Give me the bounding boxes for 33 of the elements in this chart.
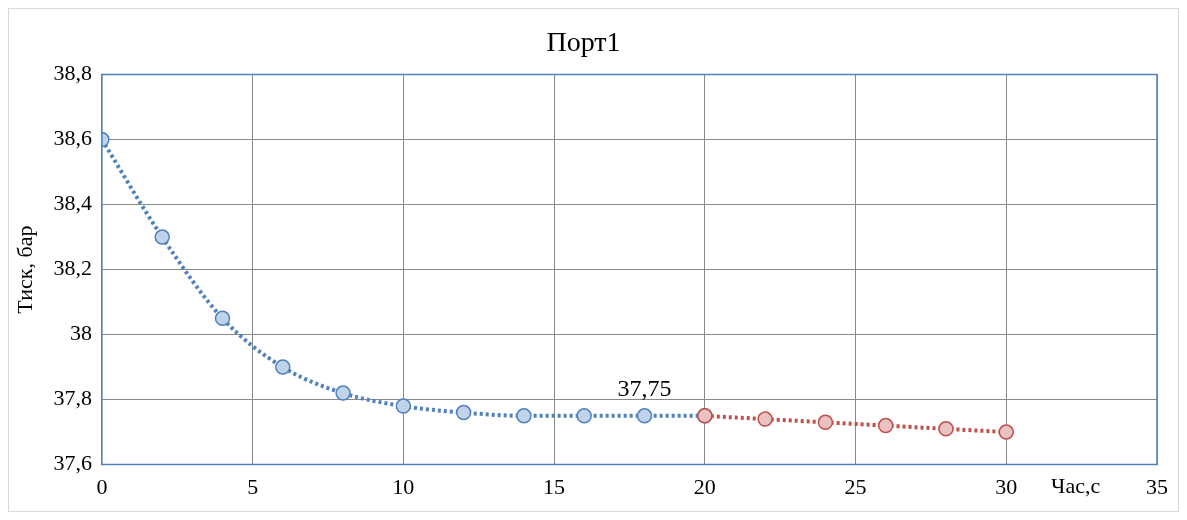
x-tick-label: 5 [247,473,259,499]
point [636,408,653,424]
point [455,404,472,421]
x-tick-label: 30 [995,473,1018,499]
y-tick-label: 38 [69,320,92,346]
point [817,414,834,431]
point [757,411,773,427]
point [877,417,894,434]
y-axis-title: Тиск, бар [11,225,37,314]
point [576,408,592,424]
y-tick-label: 38,8 [53,60,92,86]
y-tick-label: 37,8 [53,385,92,411]
x-tick-label: 35 [1146,473,1168,499]
point [516,408,532,424]
x-tick-label: 15 [543,473,566,499]
x-tick-label: 10 [392,473,415,499]
point [395,398,412,414]
y-tick-label: 38,6 [53,125,92,151]
x-tick-label: 0 [96,473,108,499]
x-tick-label: 25 [844,473,867,499]
y-tick-label: 38,4 [53,190,92,216]
point [998,424,1015,440]
point [335,385,351,401]
point [154,229,170,245]
y-tick-label: 38,2 [53,255,92,281]
point [938,421,954,437]
chart-title: Порт1 [546,26,621,58]
point [275,359,291,375]
y-tick-label: 37,6 [53,450,92,476]
annotation: 37,75 [617,375,672,402]
point [214,310,231,327]
x-tick-label: 20 [693,473,716,499]
x-axis-title: Час,с [1051,473,1101,499]
